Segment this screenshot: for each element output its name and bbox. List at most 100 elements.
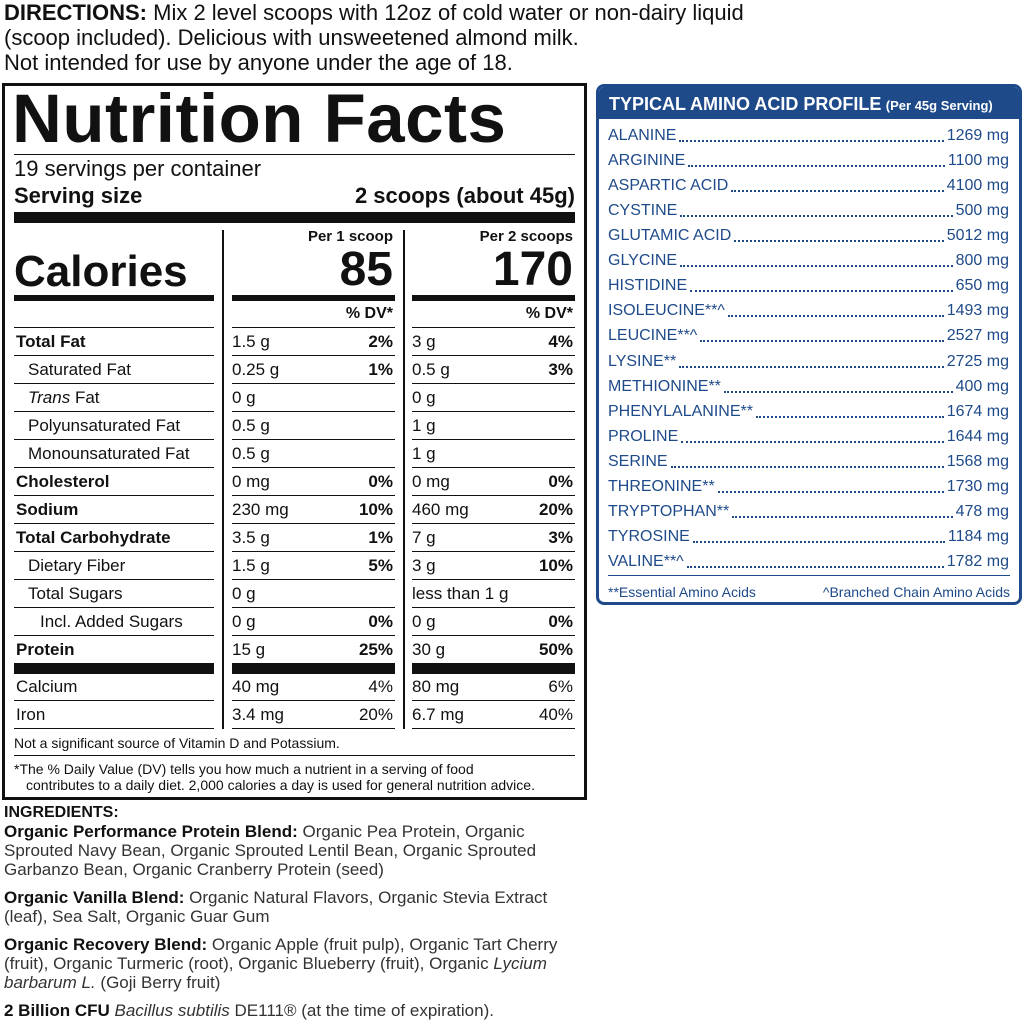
nutrient-name-text: Total Fat — [16, 332, 86, 351]
amount-cell: 80 mg 6% — [412, 673, 575, 701]
amino-name: ARGININE — [608, 152, 686, 170]
ingredient-lead: 2 Billion CFU — [4, 1001, 110, 1020]
amount: 1.5 g — [232, 332, 270, 351]
nutrient-name: Total Carbohydrate — [14, 524, 214, 552]
dv-note: contributes to a daily diet. 2,000 calor… — [26, 777, 535, 793]
daily-value: 4% — [368, 677, 393, 696]
bar — [232, 295, 395, 301]
amount-cell: 230 mg 10% — [232, 496, 395, 524]
ingredient-text: Bacillus subtilis — [114, 1001, 230, 1020]
amino-name: METHIONINE** — [608, 377, 721, 395]
dv-header: % DV* — [345, 305, 393, 322]
amino-name: ASPARTIC ACID — [608, 177, 729, 195]
amount: 3.5 g — [232, 528, 270, 547]
amino-row: THREONINE** 1730 mg — [608, 475, 1009, 499]
amino-title: TYPICAL AMINO ACID PROFILE — [609, 94, 882, 114]
ingredients: INGREDIENTS: Organic Performance Protein… — [4, 803, 594, 1020]
servings: 19 servings per container — [14, 156, 262, 181]
ingredient-text: Organic Natural Flavors, Organic Stevia … — [4, 888, 548, 926]
amount: 1.5 g — [232, 556, 270, 575]
amount-cell: 3 g 4% — [412, 328, 575, 356]
amount: 0.5 g — [412, 360, 450, 379]
amount: 0 mg — [232, 472, 270, 491]
daily-value: 0% — [548, 612, 573, 631]
amount: 80 mg — [412, 677, 460, 696]
daily-value: 1% — [368, 360, 393, 379]
column-divider — [222, 230, 224, 729]
amount: 40 mg — [232, 677, 280, 696]
nutrient-name: Total Fat — [14, 328, 214, 356]
amino-row: ISOLEUCINE**^ 1493 mg — [608, 299, 1009, 323]
amino-row: TYROSINE 1184 mg — [608, 525, 1009, 549]
ingredient-text: (Goji Berry fruit) — [100, 973, 221, 992]
amino-name: SERINE — [608, 452, 668, 470]
daily-value: 4% — [548, 332, 573, 351]
amount-cell: 0.5 g — [232, 412, 395, 440]
amino-row: LYSINE** 2725 mg — [608, 350, 1009, 374]
daily-value: 50% — [538, 640, 573, 659]
leader — [734, 224, 944, 243]
serving-size-label: Serving size — [14, 183, 143, 208]
amount: 7 g — [412, 528, 436, 547]
nutrient-name-text: Cholesterol — [16, 472, 110, 491]
leader — [679, 350, 944, 368]
nutrient-name-text: Monounsaturated Fat — [28, 444, 190, 463]
nutrient-name-text: Calcium — [16, 677, 78, 696]
nutrient-name: Iron — [14, 701, 214, 729]
amino-name: ISOLEUCINE**^ — [608, 302, 725, 320]
amount-cell: 40 mg 4% — [232, 673, 395, 701]
amino-value: 1269 mg — [946, 127, 1009, 144]
directions-line: DIRECTIONS: Mix 2 level scoops with 12oz… — [4, 0, 744, 25]
amino-value: 1184 mg — [947, 527, 1009, 545]
leader — [723, 375, 953, 393]
nutrient-name-text: Total Carbohydrate — [16, 528, 171, 547]
daily-value: 3% — [548, 360, 573, 379]
nutrient-name-text: Polyunsaturated Fat — [28, 416, 181, 435]
daily-value: 1% — [368, 528, 393, 547]
amount: 15 g — [232, 640, 266, 659]
amount: less than 1 g — [412, 584, 509, 603]
daily-value: 2% — [368, 332, 393, 351]
column-header: Per 1 scoop — [307, 228, 393, 245]
amino-name: ALANINE — [608, 127, 677, 144]
leader — [680, 249, 953, 268]
amount: 230 mg — [232, 500, 289, 519]
daily-value: 0% — [368, 612, 393, 631]
nutrient-name-text: Sodium — [16, 500, 79, 519]
ingredient-paragraph: Organic Performance Protein Blend: Organ… — [4, 822, 594, 879]
amount-cell: 1.5 g 5% — [232, 552, 395, 580]
ingredient-lead: Organic Performance Protein Blend: — [4, 822, 298, 841]
leader — [688, 149, 945, 168]
amount-cell: 30 g 50% — [412, 636, 575, 664]
amount-cell: 1 g — [412, 412, 575, 440]
amino-header: TYPICAL AMINO ACID PROFILE (Per 45g Serv… — [599, 87, 1019, 119]
amino-value: 1100 mg — [947, 152, 1009, 170]
amount: 0.5 g — [232, 444, 270, 463]
nutrition-panel — [2, 83, 587, 800]
amino-name: LEUCINE**^ — [608, 327, 698, 345]
leader — [690, 274, 953, 293]
amount-cell: 1 g — [412, 440, 575, 468]
amino-value: 1782 mg — [946, 553, 1009, 571]
amount-cell: 0 g 0% — [232, 608, 395, 636]
amino-name: PHENYLALANINE** — [608, 402, 753, 420]
amino-row: LEUCINE**^ 2527 mg — [608, 324, 1009, 348]
nutrient-name-text: Incl. Added Sugars — [40, 612, 183, 631]
ingredient-paragraph: Organic Recovery Blend: Organic Apple (f… — [4, 935, 594, 992]
amount-cell: 0 mg 0% — [412, 468, 575, 496]
ingredient-text: Organic Apple (fruit pulp), Organic Tart… — [4, 935, 558, 973]
amount: 3 g — [412, 556, 436, 575]
amount: 0.5 g — [232, 416, 270, 435]
bar — [14, 295, 214, 301]
nf-title: Nutrition Facts — [12, 80, 507, 157]
calories-value: 170 — [492, 243, 573, 296]
daily-value: 3% — [548, 528, 573, 547]
amount: 3 g — [412, 332, 436, 351]
amount-cell: 460 mg 20% — [412, 496, 575, 524]
amount: 0 g — [232, 612, 256, 631]
daily-value: 6% — [548, 677, 573, 696]
amino-row: ASPARTIC ACID 4100 mg — [608, 174, 1009, 198]
nutrient-name: Monounsaturated Fat — [14, 440, 214, 468]
amino-row: GLUTAMIC ACID 5012 mg — [608, 224, 1009, 248]
